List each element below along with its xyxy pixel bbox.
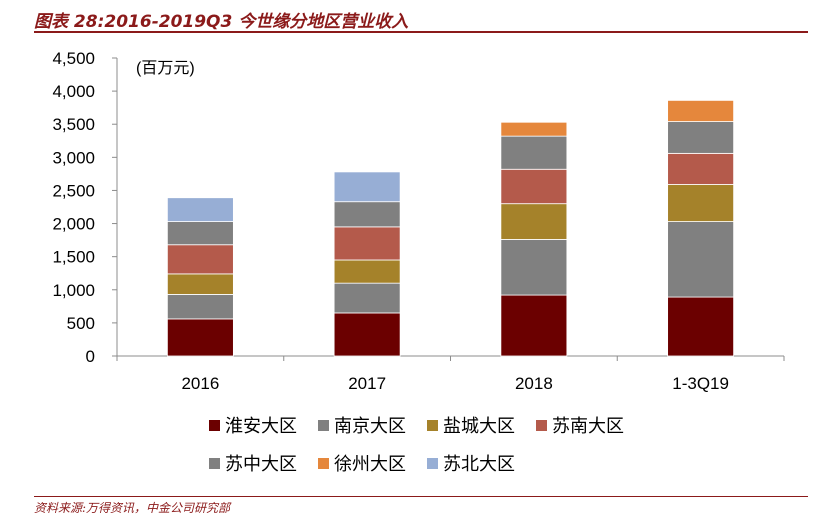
y-tick-label: 2,000: [52, 215, 95, 234]
bar-segment: [166, 197, 234, 222]
chart-title: 图表 28:2016-2019Q3 今世缘分地区营业收入: [34, 12, 409, 32]
bar-segment: [333, 226, 401, 261]
y-tick-label: 4,000: [52, 82, 95, 101]
legend-swatch: [209, 458, 220, 469]
bar-segment: [667, 99, 735, 122]
bar-segment: [333, 312, 401, 357]
legend-label: 南京大区: [334, 416, 406, 436]
unit-label: (百万元): [136, 60, 195, 77]
legend-swatch: [427, 458, 438, 469]
bar-segment: [166, 294, 234, 320]
legend-swatch: [318, 458, 329, 469]
bar-segment: [667, 184, 735, 222]
bar-segment: [333, 171, 401, 203]
y-tick-label: 4,500: [52, 49, 95, 68]
legend-label: 盐城大区: [443, 416, 515, 436]
legend-label: 苏中大区: [225, 454, 297, 474]
bar-segment: [500, 203, 568, 240]
bar-segment: [500, 121, 568, 137]
legend-label: 淮安大区: [225, 416, 297, 436]
y-tick-label: 1,000: [52, 281, 95, 300]
bar-segment: [500, 239, 568, 296]
bar-segment: [667, 221, 735, 298]
bar-segment: [667, 296, 735, 357]
title-rule: [34, 31, 808, 33]
source-note: 资料来源:万得资讯，中金公司研究部: [34, 501, 231, 515]
bar-segment: [166, 244, 234, 275]
y-tick-label: 2,500: [52, 181, 95, 200]
x-tick-label: 2017: [348, 374, 386, 393]
legend-label: 徐州大区: [334, 454, 406, 474]
legend-swatch: [318, 420, 329, 431]
y-tick-label: 1,500: [52, 248, 95, 267]
bar-segment: [166, 273, 234, 295]
legend-swatch: [209, 420, 220, 431]
bar-segment: [500, 294, 568, 357]
y-tick-label: 3,000: [52, 148, 95, 167]
bar-segment: [500, 135, 568, 170]
bar-segment: [166, 221, 234, 246]
bar-segment: [166, 318, 234, 357]
x-tick-label: 2016: [181, 374, 219, 393]
legend-label: 苏南大区: [552, 416, 624, 436]
bar-segment: [667, 121, 735, 154]
bar-segment: [333, 259, 401, 284]
bar-segment: [333, 282, 401, 314]
bar-segment: [500, 168, 568, 205]
legend-swatch: [427, 420, 438, 431]
y-tick-label: 500: [67, 314, 95, 333]
bar-segment: [667, 152, 735, 185]
legend-swatch: [536, 420, 547, 431]
x-tick-label: 1-3Q19: [672, 374, 729, 393]
legend-label: 苏北大区: [443, 454, 515, 474]
y-tick-label: 3,500: [52, 115, 95, 134]
source-rule: [34, 496, 808, 497]
y-tick-label: 0: [86, 347, 95, 366]
bar-segment: [333, 201, 401, 228]
x-tick-label: 2018: [515, 374, 553, 393]
